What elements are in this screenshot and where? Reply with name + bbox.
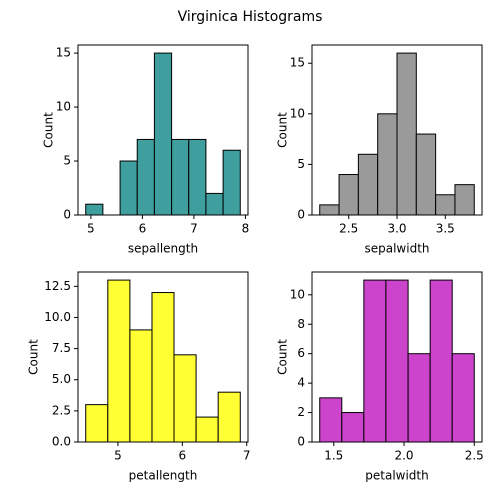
bar <box>377 113 398 216</box>
x-axis-label: sepallength <box>128 242 198 256</box>
y-tick-label: 10 <box>290 106 305 120</box>
axes-frame <box>77 44 249 216</box>
x-tick-label: 7 <box>243 449 251 463</box>
bar <box>85 404 109 443</box>
x-tick-label: 8 <box>242 222 250 236</box>
y-tick-label: 15 <box>290 56 305 70</box>
bar <box>129 329 153 443</box>
y-tick-label: 10 <box>56 100 71 114</box>
bar <box>396 52 417 216</box>
x-axis-label: sepalwidth <box>364 242 429 256</box>
bar <box>222 149 241 216</box>
axes-frame <box>311 271 483 443</box>
bar <box>338 174 359 216</box>
y-tick-label: 6 <box>297 346 305 360</box>
y-tick-label: 15 <box>56 46 71 60</box>
y-tick-label: 5 <box>63 154 71 168</box>
figure-title: Virginica Histograms <box>178 9 323 25</box>
bar <box>357 153 379 216</box>
bar <box>385 279 409 443</box>
y-axis-label: Count <box>276 112 290 148</box>
y-axis-label: Count <box>276 339 290 375</box>
bar <box>451 353 475 443</box>
bar <box>173 354 197 443</box>
y-tick-label: 0 <box>63 208 71 222</box>
x-tick-label: 5 <box>114 449 122 463</box>
bar <box>85 203 104 216</box>
y-axis-label: Count <box>27 339 41 375</box>
bar <box>341 412 365 443</box>
y-tick-label: 2 <box>297 405 305 419</box>
x-tick-label: 6 <box>178 449 186 463</box>
bar <box>136 138 155 216</box>
x-tick-label: 1.5 <box>324 449 343 463</box>
y-tick-label: 2.5 <box>52 403 71 417</box>
bar <box>171 138 190 216</box>
bar <box>119 160 138 216</box>
x-axis-label: petallength <box>129 469 198 483</box>
y-tick-label: 10 <box>290 287 305 301</box>
bar <box>151 292 175 443</box>
x-tick-label: 2.0 <box>394 449 413 463</box>
y-tick-label: 0.0 <box>52 435 71 449</box>
bar <box>153 52 173 216</box>
bar <box>435 194 456 216</box>
axes-frame <box>77 271 249 443</box>
bar <box>407 353 431 443</box>
bar <box>415 133 437 216</box>
bar <box>363 279 387 443</box>
bar <box>107 279 131 443</box>
y-tick-label: 5 <box>297 157 305 171</box>
x-axis-label: petalwidth <box>365 469 428 483</box>
x-tick-label: 2.5 <box>339 222 358 236</box>
bar <box>454 184 475 216</box>
x-tick-label: 3.5 <box>436 222 455 236</box>
y-tick-label: 0 <box>297 208 305 222</box>
bar <box>319 204 340 216</box>
y-tick-label: 5.0 <box>52 372 71 386</box>
y-tick-label: 4 <box>297 376 305 390</box>
x-tick-label: 6 <box>139 222 147 236</box>
x-tick-label: 7 <box>190 222 198 236</box>
bar <box>217 391 241 443</box>
bar <box>429 279 453 443</box>
y-tick-label: 12.5 <box>44 279 71 293</box>
x-tick-label: 3.0 <box>387 222 406 236</box>
x-tick-label: 5 <box>87 222 95 236</box>
y-axis-label: Count <box>42 112 56 148</box>
bar <box>188 138 207 216</box>
y-tick-label: 7.5 <box>52 341 71 355</box>
bar <box>319 397 343 443</box>
y-tick-label: 8 <box>297 317 305 331</box>
x-tick-label: 2.5 <box>465 449 484 463</box>
y-tick-label: 0 <box>297 435 305 449</box>
y-tick-label: 10.0 <box>44 310 71 324</box>
bar <box>205 192 224 216</box>
bar <box>195 416 219 443</box>
